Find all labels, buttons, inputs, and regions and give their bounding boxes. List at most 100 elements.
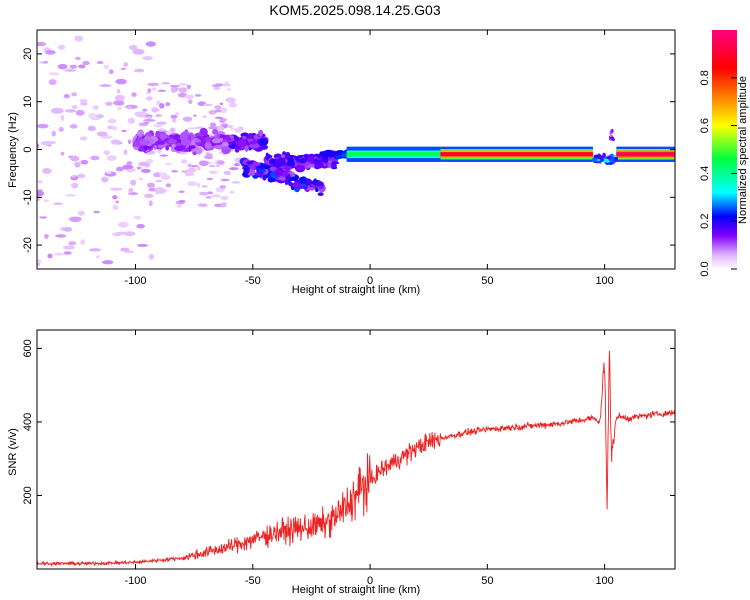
spectrogram-cell — [116, 166, 124, 172]
spectrogram-cell — [105, 101, 113, 106]
spectrogram-cell — [202, 115, 207, 118]
spectrogram-cell — [181, 159, 188, 164]
spectrogram-cell — [40, 141, 53, 146]
spectrogram-cell — [214, 105, 222, 110]
spectrogram-cell — [314, 181, 323, 187]
spectrogram-cell — [233, 162, 240, 167]
spectrogram-cell — [168, 134, 176, 138]
spectrogram-cell — [164, 162, 172, 165]
spectrogram-cell — [306, 186, 316, 191]
spectrogram-cell — [154, 189, 161, 195]
spectrogram-cell — [169, 85, 181, 88]
spectrogram-cell — [253, 134, 259, 140]
spectrogram-cell — [213, 86, 221, 90]
spectrogram-cell — [283, 165, 290, 171]
spectrogram-cell — [257, 129, 264, 137]
spectrogram-cell — [204, 156, 214, 159]
spectrogram-cell — [257, 137, 269, 146]
spectrogram-cell — [47, 253, 53, 259]
colorbar-tick-label: 0.8 — [699, 70, 711, 85]
snr-y-label: SNR (v/v) — [7, 428, 19, 476]
colorbar-tick-label: 0.0 — [699, 261, 711, 276]
snr-ytick-label: 400 — [22, 413, 34, 431]
spectrogram-ytick-label: 20 — [22, 48, 34, 60]
spectrogram-cell — [147, 88, 152, 93]
spectrogram-cell — [48, 72, 60, 76]
spectrogram-cell — [157, 89, 167, 93]
spectrogram-cell — [248, 132, 253, 139]
spectrogram-cell — [80, 159, 89, 165]
spectrogram-cell — [158, 128, 166, 132]
spectrogram-cell — [39, 216, 48, 219]
spectrogram-cell — [74, 161, 81, 168]
spectrogram-cell — [237, 138, 247, 148]
spectrogram-cell — [69, 64, 78, 69]
spectrogram-cell — [37, 195, 41, 202]
spectrogram-cell — [60, 114, 65, 121]
spectrogram-cell — [207, 191, 213, 195]
spectrogram-cell — [219, 185, 227, 189]
spectrogram-ridge-segment — [346, 152, 441, 157]
spectrogram-cell — [133, 215, 142, 220]
spectrogram-cell — [287, 157, 295, 167]
spectrogram-cell — [608, 158, 614, 162]
spectrogram-cell — [170, 87, 177, 93]
spectrogram-cell — [203, 103, 213, 107]
spectrogram-cell — [136, 223, 145, 229]
spectrogram-cell — [37, 42, 47, 47]
spectrogram-cell — [214, 116, 223, 120]
spectrogram-cell — [112, 195, 118, 200]
spectrogram-cell — [80, 101, 88, 106]
spectrogram-cell — [75, 56, 81, 61]
spectrogram-cell — [199, 191, 209, 196]
spectrogram-ytick-label: 10 — [22, 96, 34, 108]
spectrogram-cell — [243, 166, 250, 175]
spectrogram-cell — [55, 234, 67, 238]
spectrogram-cell — [194, 94, 202, 97]
spectrogram-cell — [226, 88, 232, 91]
spectrogram-cell — [77, 210, 86, 216]
spectrogram-cell — [290, 176, 299, 181]
spectrogram-cell — [180, 139, 191, 146]
spectrogram-cell — [106, 171, 112, 175]
spectrogram-cell — [220, 202, 227, 208]
spectrogram-cell — [79, 136, 88, 141]
spectrogram-cell — [184, 94, 194, 99]
snr-plot-area — [37, 330, 675, 569]
spectrogram-cell — [141, 168, 151, 174]
spectrogram-cell — [70, 182, 79, 189]
spectrogram-cell — [127, 139, 132, 145]
spectrogram-cell — [205, 153, 213, 158]
spectrogram-cell — [607, 155, 612, 159]
spectrogram-cell — [591, 157, 598, 163]
spectrogram-cell — [206, 177, 214, 181]
spectrogram-cell — [101, 176, 109, 183]
spectrogram-cell — [92, 105, 99, 110]
spectrogram-cell — [127, 117, 136, 124]
spectrogram-ytick-label: -20 — [22, 237, 34, 253]
spectrogram-cell — [221, 145, 229, 150]
spectrogram-cell — [143, 119, 156, 122]
spectrogram-cell — [193, 114, 197, 117]
spectrogram-cell — [64, 109, 77, 113]
spectrogram-cell — [71, 105, 78, 109]
spectrogram-cell — [328, 153, 337, 157]
spectrogram-cell — [145, 116, 153, 119]
spectrogram-cell — [225, 81, 230, 87]
spectrogram-cell — [115, 200, 120, 204]
spectrogram-cell — [609, 131, 613, 135]
spectrogram-xtick-label: 100 — [595, 275, 613, 287]
spectrogram-cell — [68, 241, 77, 246]
spectrogram-cell — [128, 44, 138, 51]
spectrogram-cell — [212, 129, 219, 135]
spectrogram-cell — [151, 108, 160, 112]
spectrogram-cell — [292, 181, 302, 189]
spectrogram-cell — [313, 161, 324, 169]
spectrogram-cell — [246, 161, 253, 165]
spectrogram-cell — [155, 130, 161, 138]
spectrogram-cell — [196, 166, 201, 171]
spectrogram-cell — [107, 118, 117, 124]
snr-x-axis: -100 -50 0 50 100 — [124, 330, 614, 587]
spectrogram-cell — [117, 106, 123, 110]
